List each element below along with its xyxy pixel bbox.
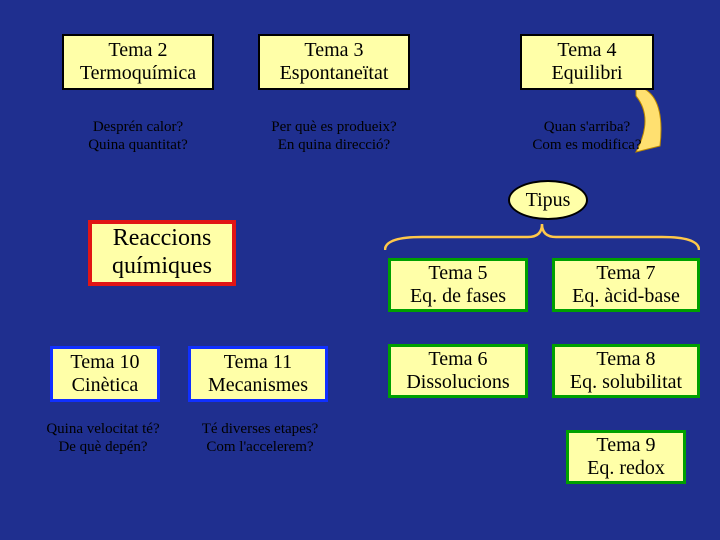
box-tema2: Tema 2 Termoquímica [62, 34, 214, 90]
box-reaccions-l1: Reaccions [113, 225, 212, 253]
box-tema9-l1: Tema 9 [596, 434, 655, 457]
box-tema7: Tema 7 Eq. àcid-base [552, 258, 700, 312]
caption-tema4: Quan s'arriba? Com es modifica? [500, 118, 674, 154]
caption-tema2-l2: Quina quantitat? [62, 136, 214, 154]
box-tema10: Tema 10 Cinètica [50, 346, 160, 402]
box-tema10-l1: Tema 10 [70, 351, 139, 374]
box-reaccions-l2: químiques [112, 253, 212, 281]
box-tema4-line2: Equilibri [551, 62, 622, 85]
caption-tema3-l1: Per què es produeix? [258, 118, 410, 136]
tipus-ellipse: Tipus [508, 180, 588, 220]
caption-tema11-l2: Com l'accelerem? [180, 438, 340, 456]
box-tema8: Tema 8 Eq. solubilitat [552, 344, 700, 398]
caption-tema10-l2: De què depén? [28, 438, 178, 456]
caption-tema4-l1: Quan s'arriba? [500, 118, 674, 136]
box-tema10-l2: Cinètica [72, 374, 139, 397]
box-tema3-line1: Tema 3 [304, 39, 363, 62]
box-tema11-l1: Tema 11 [224, 351, 292, 374]
box-tema9: Tema 9 Eq. redox [566, 430, 686, 484]
tipus-label: Tipus [526, 189, 571, 212]
box-tema3: Tema 3 Espontaneïtat [258, 34, 410, 90]
box-tema8-l1: Tema 8 [596, 348, 655, 371]
caption-tema2-l1: Desprén calor? [62, 118, 214, 136]
box-tema5: Tema 5 Eq. de fases [388, 258, 528, 312]
box-tema2-line2: Termoquímica [80, 62, 196, 85]
caption-tema3: Per què es produeix? En quina direcció? [258, 118, 410, 154]
caption-tema3-l2: En quina direcció? [258, 136, 410, 154]
caption-tema10: Quina velocitat té? De què depén? [28, 420, 178, 456]
box-tema2-line1: Tema 2 [108, 39, 167, 62]
box-tema4-line1: Tema 4 [557, 39, 616, 62]
box-tema6: Tema 6 Dissolucions [388, 344, 528, 398]
caption-tema2: Desprén calor? Quina quantitat? [62, 118, 214, 154]
box-tema5-l2: Eq. de fases [410, 285, 506, 308]
box-tema6-l2: Dissolucions [406, 371, 509, 394]
box-tema7-l1: Tema 7 [596, 262, 655, 285]
caption-tema4-l2: Com es modifica? [500, 136, 674, 154]
box-tema11: Tema 11 Mecanismes [188, 346, 328, 402]
box-reaccions: Reaccions químiques [88, 220, 236, 286]
box-tema4: Tema 4 Equilibri [520, 34, 654, 90]
box-tema11-l2: Mecanismes [208, 374, 308, 397]
box-tema9-l2: Eq. redox [587, 457, 665, 480]
caption-tema11-l1: Té diverses etapes? [180, 420, 340, 438]
box-tema5-l1: Tema 5 [428, 262, 487, 285]
caption-tema10-l1: Quina velocitat té? [28, 420, 178, 438]
box-tema8-l2: Eq. solubilitat [570, 371, 682, 394]
box-tema3-line2: Espontaneïtat [280, 62, 389, 85]
box-tema7-l2: Eq. àcid-base [572, 285, 680, 308]
tipus-brace [384, 222, 700, 252]
box-tema6-l1: Tema 6 [428, 348, 487, 371]
caption-tema11: Té diverses etapes? Com l'accelerem? [180, 420, 340, 456]
